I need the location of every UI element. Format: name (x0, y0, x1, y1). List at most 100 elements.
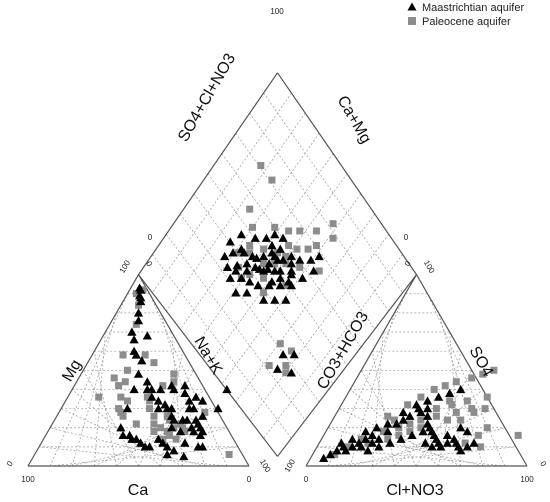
diamond-gridline-a-8 (249, 112, 389, 312)
anion-point-maastrichtian-18 (422, 411, 433, 420)
cation-point-paleocene-32 (123, 397, 131, 405)
anion-gridline-a-3 (371, 331, 384, 467)
cation-point-maastrichtian-60 (197, 411, 208, 420)
diamond-point-paleocene-34 (329, 234, 337, 242)
anion-point-maastrichtian-34 (347, 434, 358, 443)
anion-gridline-a-5 (360, 370, 417, 467)
cation-point-maastrichtian-58 (189, 403, 199, 413)
diamond-point-paleocene-13 (246, 242, 254, 250)
anion-tick-bottom-right: 100 (520, 475, 534, 484)
diamond-edge-lower-right (277, 274, 417, 457)
diamond-point-paleocene-27 (287, 347, 295, 355)
diamond-point-maastrichtian-3 (250, 262, 260, 272)
cation-point-paleocene-25 (123, 366, 131, 374)
anion-point-paleocene-36 (430, 385, 438, 393)
diamond-point-paleocene-23 (312, 227, 320, 235)
cation-tick-right-corner: 100 (258, 458, 273, 475)
cation-point-paleocene-24 (117, 393, 125, 401)
cation-point-maastrichtian-51 (153, 403, 163, 413)
cation-point-maastrichtian-0 (222, 384, 232, 394)
cation-tick-bottom-right: 0 (247, 475, 252, 484)
anion-left-axis-label: CO3+HCO3 (314, 309, 372, 393)
cation-point-maastrichtian-28 (127, 327, 137, 336)
cation-point-paleocene-13 (163, 412, 171, 420)
diamond-point-paleocene-35 (329, 220, 337, 228)
cation-point-paleocene-26 (110, 374, 118, 382)
diamond-point-paleocene-4 (271, 223, 279, 231)
diamond-point-maastrichtian-41 (236, 230, 246, 239)
anion-bottom-axis-label: Cl+NO3 (386, 482, 443, 499)
cation-point-paleocene-10 (163, 428, 171, 436)
diamond-point-maastrichtian-10 (231, 266, 241, 275)
anion-point-paleocene-4 (483, 393, 491, 401)
anion-point-maastrichtian-51 (420, 438, 430, 447)
diamond-gridline-a-7 (235, 133, 376, 330)
cation-gridline-b-6 (160, 351, 184, 467)
cation-point-paleocene-23 (117, 408, 125, 416)
cation-point-maastrichtian-20 (116, 423, 126, 432)
diamond-point-paleocene-6 (296, 227, 304, 235)
anion-gridline-b-6 (438, 351, 462, 467)
cation-point-maastrichtian-31 (133, 308, 144, 317)
diamond-point-maastrichtian-45 (267, 277, 277, 286)
diamond-point-maastrichtian-26 (259, 251, 269, 261)
diamond-point-paleocene-3 (248, 223, 256, 231)
anion-point-maastrichtian-41 (434, 392, 444, 401)
diamond-point-maastrichtian-52 (278, 350, 288, 359)
cation-point-maastrichtian-4 (195, 430, 205, 440)
cation-point-maastrichtian-22 (129, 384, 139, 394)
diamond-point-paleocene-20 (304, 245, 312, 253)
cation-tick-top-left: 100 (118, 258, 133, 275)
cation-point-maastrichtian-38 (197, 442, 208, 451)
diamond-gridline-b-2 (166, 112, 306, 312)
cation-point-paleocene-9 (165, 416, 173, 424)
anion-point-paleocene-37 (441, 382, 449, 390)
anion-gridline-a-4 (371, 351, 395, 467)
anion-gridline-b-3 (372, 408, 494, 467)
diamond-point-maastrichtian-51 (309, 266, 319, 275)
diamond-point-paleocene-2 (246, 205, 254, 213)
cation-point-maastrichtian-36 (135, 283, 145, 292)
anion-point-paleocene-28 (446, 397, 454, 405)
anion-point-paleocene-2 (479, 370, 487, 378)
anion-point-maastrichtian-9 (367, 438, 377, 447)
cation-point-paleocene-12 (150, 428, 158, 436)
diamond-point-paleocene-24 (276, 340, 284, 348)
anion-tick-top-left: 0 (403, 259, 413, 268)
cation-gridline-a-6 (71, 389, 161, 467)
anion-gridline-a-6 (349, 389, 439, 467)
cation-point-maastrichtian-52 (153, 396, 163, 405)
diamond-point-maastrichtian-47 (270, 251, 280, 261)
cation-gridline-a-5 (82, 370, 139, 467)
anion-tick-bottom-left: 0 (304, 475, 309, 484)
cation-edge-right (137, 274, 250, 467)
diamond-point-maastrichtian-9 (242, 259, 252, 268)
diamond-point-maastrichtian-28 (275, 244, 285, 253)
diamond-point-maastrichtian-44 (270, 230, 280, 239)
anion-point-maastrichtian-46 (374, 442, 384, 451)
cation-point-maastrichtian-3 (179, 451, 189, 461)
anion-point-maastrichtian-12 (392, 419, 402, 428)
anion-point-paleocene-38 (452, 378, 460, 386)
diamond-point-maastrichtian-21 (236, 273, 246, 282)
anion-point-paleocene-25 (390, 416, 398, 424)
anion-gridline-a-2 (349, 312, 395, 467)
diamond-point-paleocene-14 (260, 245, 268, 253)
anion-point-maastrichtian-35 (361, 426, 371, 436)
anion-point-paleocene-8 (477, 443, 485, 451)
diamond-point-maastrichtian-40 (225, 237, 235, 246)
anion-point-paleocene-9 (468, 405, 476, 413)
diamond-point-paleocene-25 (282, 362, 290, 370)
cation-gridline-a-3 (93, 331, 106, 467)
diamond-point-paleocene-1 (268, 176, 276, 184)
diamond-point-maastrichtian-12 (259, 266, 269, 275)
diamond-gridline-b-3 (179, 133, 320, 330)
cation-point-maastrichtian-41 (175, 426, 186, 436)
diamond-point-maastrichtian-20 (245, 277, 255, 286)
anion-point-paleocene-22 (417, 416, 425, 424)
diamond-point-maastrichtian-55 (272, 364, 283, 373)
cation-point-paleocene-37 (141, 351, 149, 359)
cation-point-maastrichtian-53 (156, 384, 166, 394)
diamond-point-maastrichtian-2 (275, 273, 285, 282)
anion-point-paleocene-17 (379, 428, 387, 436)
